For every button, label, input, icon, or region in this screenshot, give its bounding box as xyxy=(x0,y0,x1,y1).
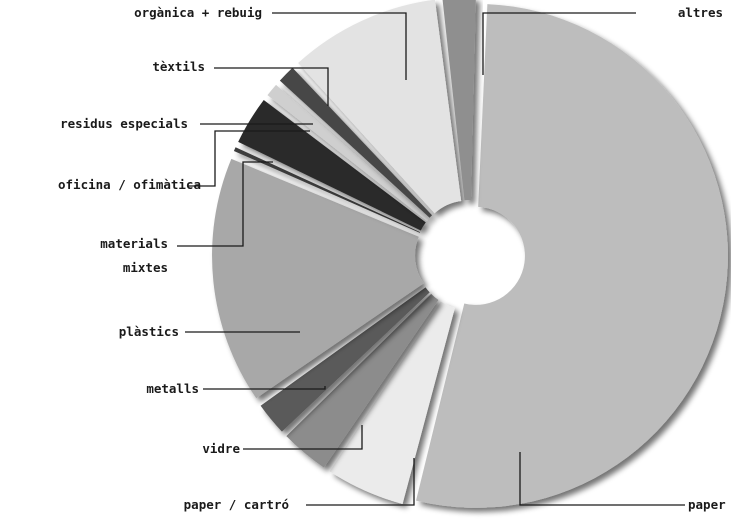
leader-vidre xyxy=(243,425,363,450)
slice-vidre xyxy=(286,293,439,468)
label-altres: altres xyxy=(678,5,723,20)
label-plastics: plàstics xyxy=(119,324,179,339)
label-metalls: metalls xyxy=(146,381,199,396)
label-oficina-ofimatica: oficina / ofimàtica xyxy=(58,177,201,192)
leader-altres xyxy=(482,12,636,75)
slice-organica-rebuig xyxy=(298,0,462,214)
leader-paper-cartro xyxy=(306,458,415,506)
slice-metalls xyxy=(260,287,430,432)
slice-group xyxy=(212,0,728,508)
slice-oficina-ofimatica xyxy=(238,100,426,231)
leader-oficina-ofimatica xyxy=(187,130,310,187)
label-materials-mixtes-line-1: materials xyxy=(100,236,168,251)
label-paper: paper xyxy=(688,497,726,512)
label-materials-mixtes-line-2: mixtes xyxy=(123,260,168,275)
leader-materials-mixtes xyxy=(177,161,273,247)
slice-plastics xyxy=(212,158,424,399)
label-organica-rebuig: orgànica + rebuig xyxy=(134,5,262,20)
leader-organica-rebuig xyxy=(272,12,407,80)
slice-altres xyxy=(442,0,476,201)
slice-paper-cartro xyxy=(329,301,455,504)
label-paper-cartro: paper / cartró xyxy=(184,497,289,512)
slice-materials-mixtes xyxy=(233,147,421,233)
label-textils: tèxtils xyxy=(152,59,205,74)
leader-paper xyxy=(519,452,685,506)
label-group: paper paper / cartró vidre metalls plàstics m… xyxy=(58,5,726,512)
leader-textils xyxy=(214,67,329,106)
label-vidre: vidre xyxy=(202,441,240,456)
slice-residus-especials xyxy=(267,84,429,221)
leader-lines xyxy=(177,12,685,506)
label-residus-especials: residus especials xyxy=(60,116,188,131)
leader-metalls xyxy=(203,386,326,390)
slice-textils xyxy=(279,67,433,218)
slice-paper xyxy=(416,4,728,508)
